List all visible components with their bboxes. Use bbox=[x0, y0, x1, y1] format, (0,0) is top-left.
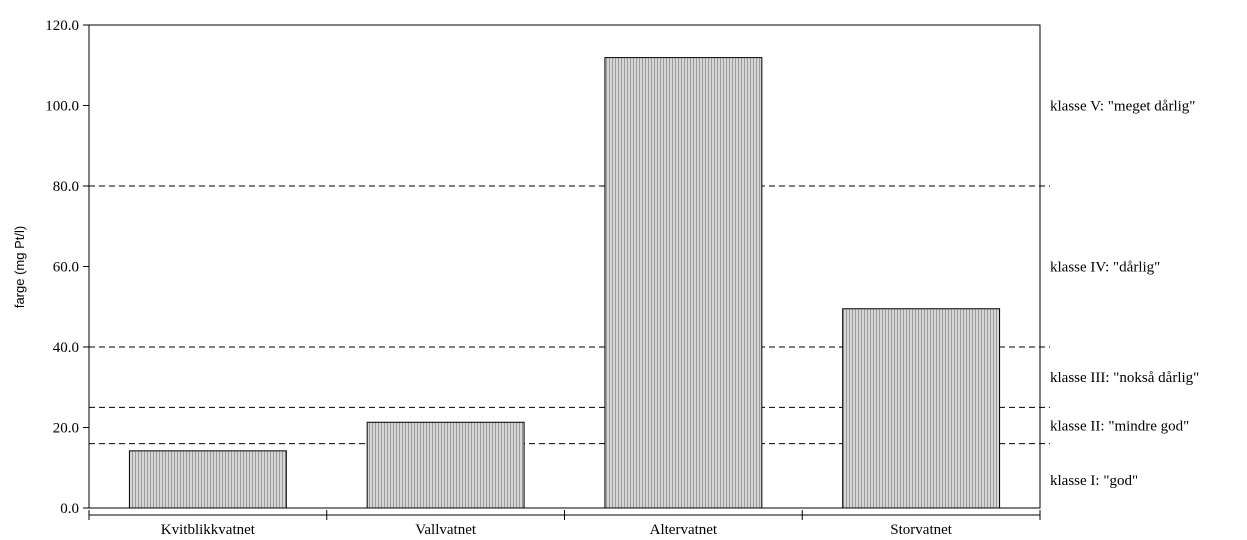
x-tick-label-2: Altervatnet bbox=[650, 522, 718, 538]
y-tick-label-3: 60.0 bbox=[53, 260, 79, 276]
y-tick-label-1: 20.0 bbox=[53, 421, 79, 437]
class-label-0: klasse I: "god" bbox=[1050, 473, 1138, 489]
x-tick-label-1: Vallvatnet bbox=[415, 522, 477, 538]
y-tick-label-6: 120.0 bbox=[45, 18, 79, 34]
class-label-1: klasse II: "mindre god" bbox=[1050, 418, 1189, 434]
x-axis: Kvitblikkvatnet Vallvatnet Altervatnet Stor… bbox=[88, 510, 1041, 538]
bar-1 bbox=[366, 421, 525, 509]
bar-2 bbox=[604, 57, 763, 509]
class-label-4: klasse V: "meget dårlig" bbox=[1050, 99, 1195, 115]
bar-3 bbox=[842, 308, 1001, 509]
class-label-2: klasse III: "nokså dårlig" bbox=[1050, 370, 1199, 386]
x-tick-label-0: Kvitblikkvatnet bbox=[161, 522, 256, 538]
class-label-3: klasse IV: "dårlig" bbox=[1050, 260, 1160, 276]
x-tick-label-3: Storvatnet bbox=[890, 522, 952, 538]
y-axis-label: farge (mg Pt/l) bbox=[12, 226, 27, 308]
class-labels: klasse I: "god" klasse II: "mindre god" kl… bbox=[1050, 99, 1199, 489]
bar-0 bbox=[128, 450, 287, 509]
y-tick-label-5: 100.0 bbox=[45, 99, 79, 115]
y-tick-label-2: 40.0 bbox=[53, 340, 79, 356]
y-tick-label-0: 0.0 bbox=[60, 501, 79, 517]
y-tick-label-4: 80.0 bbox=[53, 179, 79, 195]
y-axis: 0.0 20.0 40.0 60.0 80.0 100.0 120.0 bbox=[45, 18, 89, 517]
bars bbox=[128, 57, 1001, 509]
